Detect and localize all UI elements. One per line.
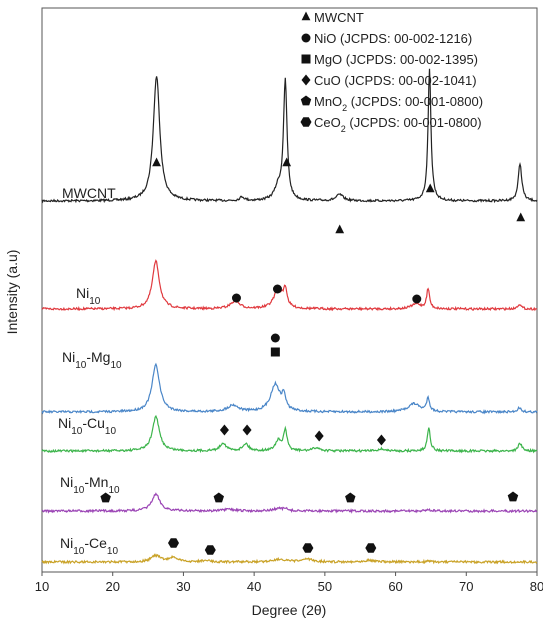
- legend-label-3: CuO (JCPDS: 00-002-1041): [314, 73, 477, 88]
- marker-pentagon-4-1: [213, 492, 224, 503]
- marker-circle-1-2: [412, 294, 422, 304]
- x-tick-label-3: 40: [247, 579, 261, 594]
- marker-hexagon-5-2: [302, 543, 314, 553]
- marker-triangle-0-4: [516, 212, 526, 222]
- y-axis-title: Intensity (a.u): [4, 250, 20, 335]
- series-line-4: [41, 492, 538, 514]
- legend-marker-4: [300, 95, 312, 106]
- marker-hexagon-5-3: [365, 543, 377, 553]
- plot-frame: [41, 7, 538, 573]
- legend-label-1: NiO (JCPDS: 00-002-1216): [314, 31, 472, 46]
- marker-square-2-0: [270, 347, 280, 357]
- legend-label-0: MWCNT: [314, 10, 364, 25]
- x-tick-label-4: 50: [318, 579, 332, 594]
- x-tick-label-5: 60: [388, 579, 402, 594]
- marker-triangle-0-1: [282, 157, 292, 167]
- series-label-2: Ni10-Mg10: [62, 349, 122, 371]
- legend-label-4: MnO2 (JCPDS: 00-001-0800): [314, 94, 483, 113]
- legend: MWCNT NiO (JCPDS: 00-002-1216) MgO (JCPDS:…: [300, 10, 483, 134]
- marker-diamond-3-3: [376, 434, 386, 446]
- x-tick-label-7: 80: [530, 579, 543, 594]
- series-layer: [41, 68, 538, 565]
- marker-pentagon-4-0: [100, 492, 111, 503]
- marker-circle-2-1: [270, 333, 280, 343]
- marker-circle-1-0: [231, 293, 241, 303]
- series-label-layer: MWCNT Ni10 Ni10-Mg10 Ni10-Cu10 Ni10-Mn10 Ni10…: [58, 185, 122, 557]
- x-tick-label-6: 70: [459, 579, 473, 594]
- marker-triangle-0-0: [152, 157, 161, 167]
- marker-diamond-3-0: [219, 424, 229, 436]
- marker-hexagon-5-1: [204, 545, 216, 555]
- series-label-4: Ni10-Mn10: [60, 474, 120, 496]
- marker-pentagon-4-2: [345, 492, 356, 503]
- legend-marker-2: [301, 54, 311, 64]
- marker-hexagon-5-0: [168, 538, 179, 548]
- series-label-3: Ni10-Cu10: [58, 415, 116, 437]
- x-tick-label-2: 30: [176, 579, 190, 594]
- marker-triangle-0-3: [425, 183, 435, 193]
- marker-triangle-0-2: [335, 224, 345, 234]
- marker-circle-1-1: [272, 284, 282, 294]
- marker-pentagon-4-3: [507, 491, 519, 502]
- legend-marker-3: [301, 74, 311, 86]
- legend-marker-1: [301, 33, 311, 43]
- marker-diamond-3-1: [242, 424, 252, 436]
- legend-label-2: MgO (JCPDS: 00-002-1395): [314, 52, 478, 67]
- series-line-0: [41, 68, 538, 204]
- legend-marker-0: [301, 11, 311, 21]
- series-line-5: [41, 553, 538, 565]
- x-tick-label-0: 10: [35, 579, 49, 594]
- series-label-5: Ni10-Ce10: [60, 535, 118, 557]
- series-line-1: [41, 259, 538, 312]
- x-tick-label-1: 20: [105, 579, 119, 594]
- marker-diamond-3-2: [314, 430, 324, 442]
- x-axis-title: Degree (2θ): [252, 602, 327, 618]
- series-label-0: MWCNT: [62, 185, 116, 201]
- legend-label-5: CeO2 (JCPDS: 00-001-0800): [314, 115, 482, 134]
- series-line-3: [41, 414, 538, 454]
- x-axis: 10 20 30 40 50 60 70 80: [35, 572, 543, 594]
- marker-layer: [100, 157, 526, 555]
- legend-marker-5: [300, 117, 312, 127]
- series-label-1: Ni10: [76, 285, 101, 307]
- series-line-2: [41, 362, 538, 415]
